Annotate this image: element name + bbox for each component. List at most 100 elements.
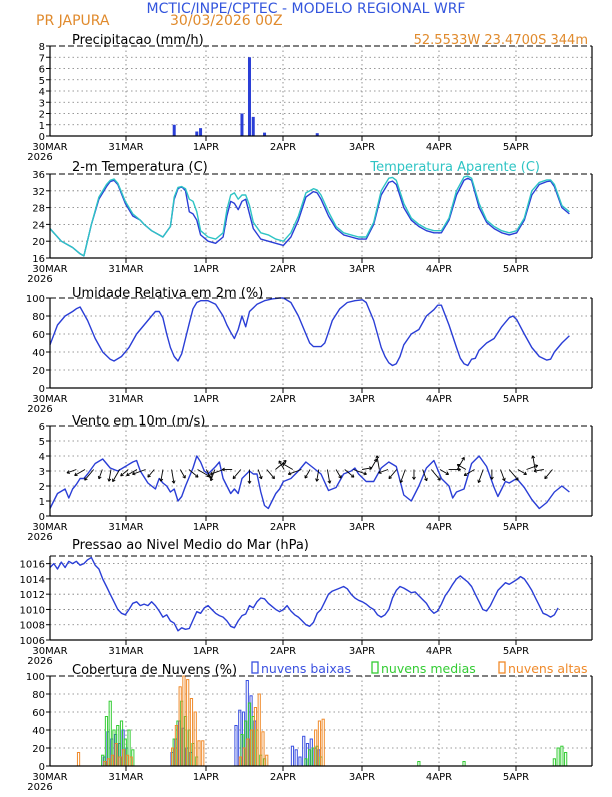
x-tick-label: 2APR [270,646,296,657]
x-tick-label: 30MAR [32,646,67,657]
precip-bar [240,113,244,136]
x-tick-label: 2APR [270,394,296,405]
precip-bar [251,116,255,136]
x-tick-label: 30MAR [32,394,67,405]
wind-arrow-head [247,480,252,484]
wind-arrow [422,469,428,481]
wind-arrow [370,458,378,470]
wind-arrow [478,469,484,483]
x-year-label: 2026 [27,656,52,667]
y-tick-label: 1006 [20,636,45,647]
wind-arrow [210,469,224,475]
wind-arrow [544,469,553,479]
precip-bar [263,132,267,136]
y-tick-label: 1014 [20,575,45,586]
wind-arrow-head [147,474,151,478]
panel-title: 2-m Temperatura (C) [72,160,208,175]
wind-arrow-head [66,470,70,474]
x-tick-label: 30MAR [32,772,67,783]
cloud-bar-high [201,740,205,767]
precip-bar [195,131,199,136]
x-tick-label: 5APR [503,394,529,405]
x-year-label: 2026 [27,532,52,543]
x-tick-label: 5APR [503,264,529,275]
wind-arrow-head [74,472,78,477]
legend-swatch-0 [251,661,259,674]
legend-label-2: nuvens altas [508,661,588,676]
wind-arrow [232,469,242,479]
panel-clouds: 0 20 40 60 80 100 30MAR 31MAR 1APR 2APR 3APR 4APR 5A… [26,661,593,793]
wind-arrow-head [378,470,382,474]
y-tick-label: 1 [39,121,45,132]
wind-arrow-head [424,477,428,482]
wind-arrow [517,469,527,475]
x-tick-label: 30MAR [32,142,67,153]
wind-arrow [533,469,544,472]
y-tick-label: 0 [39,384,45,395]
wind-arrow [108,469,112,482]
wind-arrow [326,469,331,484]
wind-arrow-head [502,477,506,482]
wind-arrow [457,464,467,470]
panel-wind: 0 1 2 3 4 5 6 30MAR 31MAR 1APR 2APR 3APR 4APR 5APR 202… [27,414,593,543]
legend-swatch-2 [498,661,506,674]
y-tick-label: 1012 [20,590,45,601]
wind-arrow [257,469,262,480]
cloud-bar-mid [462,761,466,767]
x-year-label: 2026 [27,782,52,792]
x-year-label: 2026 [27,404,52,415]
wind-arrow [288,469,302,475]
y-tick-label: 20 [32,366,45,377]
y-tick-label: 40 [32,726,45,737]
y-tick-label: 4 [39,452,45,463]
wind-arrow [456,457,465,470]
cloud-bar-low [290,745,295,767]
y-tick-label: 0 [39,512,45,523]
y-tick-label: 60 [32,330,45,341]
cloud-bar-mid [552,758,556,767]
cloud-bar-mid [556,747,560,767]
cloud-bar-low [294,749,298,767]
x-tick-label: 31MAR [108,522,143,533]
wind-arrow-head [232,475,237,480]
wind-arrow-head [84,477,88,481]
wind-arrow [84,469,95,481]
series-line-wind-0 [49,455,570,510]
wind-arrow-head [489,476,494,480]
wind-arrow-head [461,456,465,461]
y-tick-label: 8 [39,42,45,53]
wind-arrow [344,469,355,478]
y-tick-label: 0 [39,132,45,143]
cloud-bar-low [298,756,302,767]
wind-arrow-head [221,467,225,472]
y-tick-label: 5 [39,437,45,448]
wind-arrow-head [304,475,308,479]
wind-arrow-head [363,471,367,476]
wind-arrow-head [533,468,537,473]
x-year-label: 2026 [27,152,52,163]
y-tick-label: 60 [32,708,45,719]
y-tick-label: 24 [32,220,45,231]
y-tick-label: 6 [39,422,45,433]
wind-arrow [388,469,397,479]
x-tick-label: 4APR [426,264,452,275]
x-tick-label: 4APR [426,394,452,405]
cloud-bar-high [197,740,201,767]
y-tick-label: 20 [32,237,45,248]
y-tick-label: 4 [39,87,45,98]
wind-arrow-head [437,477,441,481]
wind-arrow [171,469,175,484]
x-tick-label: 1APR [193,394,219,405]
y-tick-label: 16 [32,254,45,265]
x-tick-label: 31MAR [108,142,143,153]
wind-arrow [526,464,538,470]
x-tick-label: 1APR [193,772,219,783]
wind-arrow [197,469,210,477]
x-year-label: 2026 [27,274,52,285]
x-tick-label: 3APR [349,522,375,533]
panel-title: Precipitacao (mm/h) [72,33,204,48]
date-label: 30/03/2026 00Z [170,13,283,29]
y-tick-label: 40 [32,348,45,359]
x-tick-label: 3APR [349,142,375,153]
